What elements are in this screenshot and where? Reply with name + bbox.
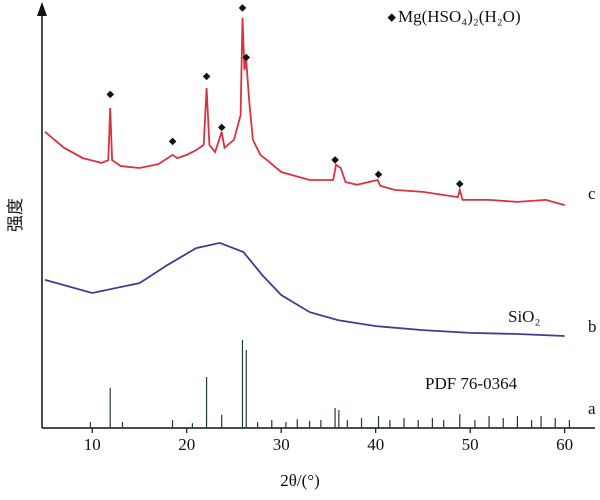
x-tick-label: 50 xyxy=(462,435,479,454)
x-axis-label: 2θ/(°) xyxy=(280,471,320,490)
x-tick-label: 20 xyxy=(178,435,195,454)
legend-symbol: ◆ xyxy=(388,12,397,24)
x-tick-label: 10 xyxy=(84,435,101,454)
y-axis-arrow xyxy=(37,2,47,16)
peak-marker: ◆ xyxy=(239,2,247,13)
x-tick-label: 30 xyxy=(273,435,290,454)
legend-text: Mg(HSO₄)₂(H₂O) xyxy=(398,7,521,26)
peak-marker: ◆ xyxy=(242,52,250,63)
x-tick-label: 40 xyxy=(367,435,384,454)
peak-marker: ◆ xyxy=(456,178,464,189)
peak-marker: ◆ xyxy=(203,71,211,82)
pattern-line xyxy=(44,241,565,337)
peak-marker: ◆ xyxy=(169,136,177,147)
peak-marker: ◆ xyxy=(375,169,383,180)
series-label: SiO₂ xyxy=(508,307,540,326)
series-name: c xyxy=(588,184,596,203)
peak-marker: ◆ xyxy=(218,122,226,133)
peak-marker: ◆ xyxy=(331,154,339,165)
x-tick-label: 60 xyxy=(556,435,573,454)
series-name: a xyxy=(588,399,596,418)
y-axis-label: 强度 xyxy=(6,198,26,232)
series-name: b xyxy=(588,317,597,336)
peak-marker: ◆ xyxy=(106,89,114,100)
pattern-line xyxy=(44,17,565,206)
series-label: PDF 76-0364 xyxy=(425,374,518,393)
